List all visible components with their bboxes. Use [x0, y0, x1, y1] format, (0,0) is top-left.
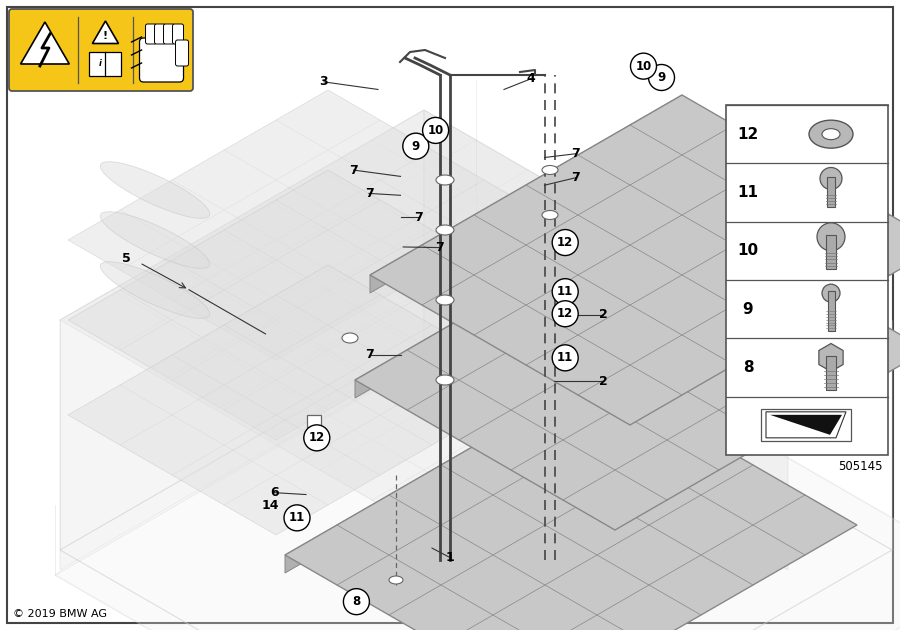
Ellipse shape [436, 295, 454, 305]
Text: 1: 1 [446, 551, 454, 564]
Polygon shape [60, 110, 788, 530]
Ellipse shape [100, 162, 210, 219]
Circle shape [817, 223, 845, 251]
Text: 14: 14 [261, 500, 279, 512]
Text: 6: 6 [270, 486, 279, 499]
Ellipse shape [304, 435, 316, 442]
Polygon shape [355, 200, 667, 398]
FancyBboxPatch shape [164, 24, 175, 44]
Ellipse shape [100, 261, 210, 318]
Text: 9: 9 [411, 140, 420, 152]
Bar [826, 355, 836, 389]
Ellipse shape [436, 175, 454, 185]
Ellipse shape [389, 576, 403, 584]
Ellipse shape [342, 333, 358, 343]
Ellipse shape [436, 225, 454, 235]
Text: 9: 9 [657, 71, 666, 84]
Polygon shape [766, 412, 846, 438]
Polygon shape [355, 200, 900, 530]
Bar [89, 52, 122, 76]
Text: 12: 12 [737, 127, 759, 142]
Text: 3: 3 [320, 76, 328, 88]
Bar [827, 291, 834, 331]
Circle shape [284, 505, 310, 531]
Polygon shape [424, 110, 788, 570]
Polygon shape [60, 110, 424, 570]
Bar [761, 409, 851, 441]
Polygon shape [770, 415, 842, 435]
Circle shape [423, 117, 448, 144]
Text: 7: 7 [349, 164, 358, 176]
Text: 8: 8 [352, 595, 361, 608]
Text: 11: 11 [737, 185, 759, 200]
Text: 4: 4 [526, 72, 536, 85]
Ellipse shape [542, 166, 558, 175]
Polygon shape [285, 375, 857, 630]
Text: 12: 12 [309, 432, 325, 444]
Text: 7: 7 [435, 241, 444, 254]
Text: 12: 12 [557, 236, 573, 249]
FancyBboxPatch shape [9, 9, 193, 91]
Circle shape [631, 53, 656, 79]
Ellipse shape [542, 210, 558, 219]
Ellipse shape [822, 129, 840, 140]
Text: 2: 2 [598, 375, 608, 387]
FancyBboxPatch shape [146, 24, 157, 44]
Circle shape [822, 284, 840, 302]
Polygon shape [370, 95, 900, 425]
FancyBboxPatch shape [155, 24, 166, 44]
Bar [826, 235, 836, 269]
Text: 10: 10 [428, 124, 444, 137]
Ellipse shape [100, 212, 210, 268]
Text: 11: 11 [289, 512, 305, 524]
Bar [726, 105, 888, 455]
Text: 7: 7 [364, 348, 373, 361]
Text: i: i [99, 59, 102, 69]
Text: 2: 2 [598, 309, 608, 321]
Polygon shape [93, 21, 119, 43]
Text: !: ! [103, 31, 108, 41]
Polygon shape [819, 343, 843, 372]
Polygon shape [68, 90, 536, 360]
Ellipse shape [436, 375, 454, 385]
Polygon shape [55, 305, 900, 630]
Polygon shape [370, 95, 682, 293]
Circle shape [553, 345, 578, 371]
Circle shape [649, 64, 674, 91]
Text: 10: 10 [737, 243, 759, 258]
Circle shape [553, 229, 578, 256]
Text: 7: 7 [572, 147, 580, 160]
Circle shape [304, 425, 329, 451]
Bar [827, 176, 835, 207]
Text: 7: 7 [572, 171, 580, 184]
FancyBboxPatch shape [176, 40, 188, 66]
Polygon shape [285, 375, 597, 573]
Text: 11: 11 [557, 352, 573, 364]
Circle shape [820, 168, 842, 190]
Text: 5: 5 [122, 252, 130, 265]
Text: 10: 10 [635, 60, 652, 72]
Polygon shape [68, 170, 536, 440]
Text: 505145: 505145 [839, 461, 883, 474]
Text: 8: 8 [742, 360, 753, 375]
Text: 7: 7 [414, 211, 423, 224]
Circle shape [553, 278, 578, 305]
Text: 9: 9 [742, 302, 753, 317]
Circle shape [344, 588, 369, 615]
Text: © 2019 BMW AG: © 2019 BMW AG [13, 609, 107, 619]
Text: 11: 11 [557, 285, 573, 298]
FancyBboxPatch shape [140, 38, 184, 82]
Polygon shape [21, 22, 69, 64]
Text: 12: 12 [557, 307, 573, 320]
Text: 7: 7 [364, 187, 373, 200]
Circle shape [553, 301, 578, 327]
Polygon shape [68, 265, 536, 535]
FancyBboxPatch shape [173, 24, 184, 44]
Bar [307, 415, 321, 427]
Ellipse shape [809, 120, 853, 148]
Circle shape [403, 133, 428, 159]
